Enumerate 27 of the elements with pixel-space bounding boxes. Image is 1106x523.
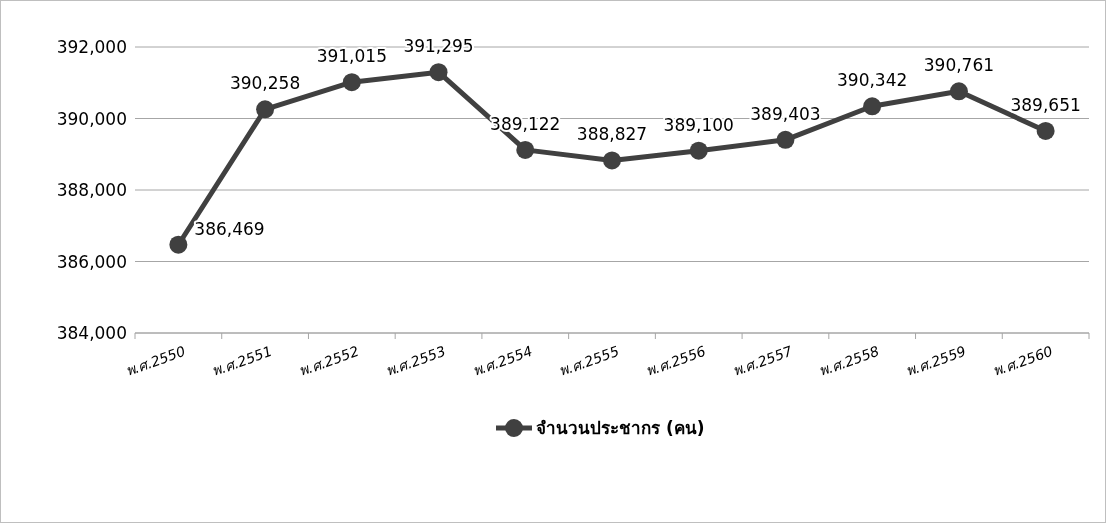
data-label: 391,295 <box>403 36 474 57</box>
data-label: 389,403 <box>750 103 821 124</box>
y-tick-label: 384,000 <box>56 323 127 343</box>
y-tick-label: 386,000 <box>56 251 127 272</box>
y-tick-label: 392,000 <box>56 37 127 57</box>
point <box>342 73 361 92</box>
point <box>1036 121 1055 140</box>
data-label: 390,342 <box>837 70 908 91</box>
data-label: 386,469 <box>194 218 265 239</box>
point <box>429 63 448 82</box>
y-tick-label: 388,000 <box>56 180 127 200</box>
y-tick-label: 390,000 <box>56 108 127 129</box>
point <box>863 97 882 116</box>
point <box>516 140 535 159</box>
legend-label: จำนวนประชากร (คน) <box>536 418 705 438</box>
data-label: 391,015 <box>316 46 387 67</box>
point <box>603 151 621 170</box>
point <box>949 82 968 101</box>
data-label: 390,761 <box>923 55 995 76</box>
point <box>776 130 795 149</box>
data-label: 388,827 <box>576 124 648 145</box>
point <box>689 141 708 160</box>
point <box>256 100 275 119</box>
point <box>169 235 188 254</box>
data-label: 389,100 <box>663 114 734 135</box>
data-label: 389,651 <box>1010 94 1081 115</box>
data-label: 390,258 <box>229 73 301 94</box>
